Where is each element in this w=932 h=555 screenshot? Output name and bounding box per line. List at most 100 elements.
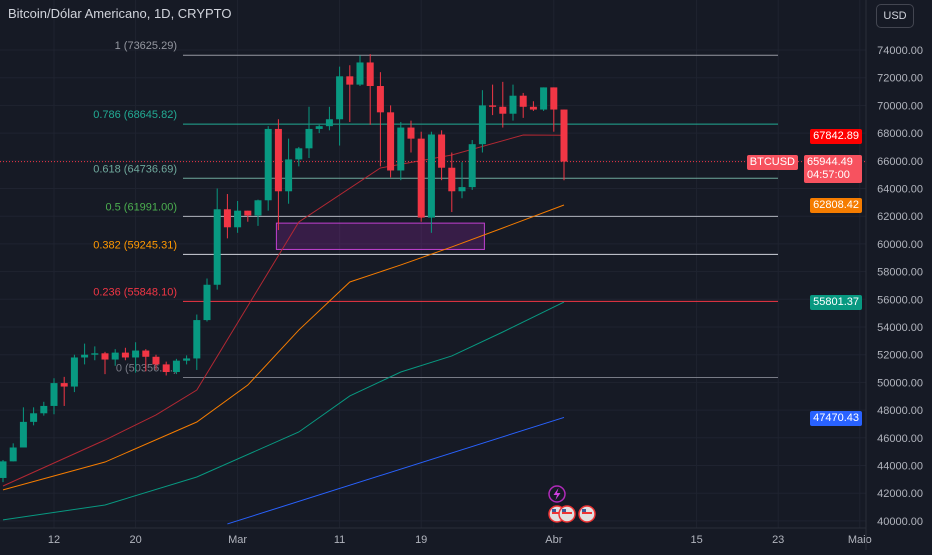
candle-body[interactable] (550, 87, 558, 110)
fib-level-label: 0.5 (61991.00) (105, 201, 177, 213)
time-axis-label: Abr (545, 534, 562, 546)
fib-level-label: 0.236 (55848.10) (93, 286, 177, 298)
candle-body[interactable] (234, 210, 242, 228)
candle-body[interactable] (193, 320, 201, 359)
fib-level-label: 0.382 (59245.31) (93, 239, 177, 251)
candle-body[interactable] (417, 138, 425, 218)
candle-body[interactable] (448, 167, 456, 192)
ma50-price-tag: 62808.42 (810, 198, 862, 213)
candle-body[interactable] (152, 356, 160, 365)
price-axis-label: 46000.00 (877, 433, 923, 445)
candle-body[interactable] (60, 383, 68, 387)
candle-body[interactable] (244, 210, 252, 216)
candle-body[interactable] (376, 86, 384, 113)
candle-body[interactable] (121, 352, 129, 358)
candle-body[interactable] (529, 106, 537, 110)
ma100-line (2, 301, 565, 521)
candle-body[interactable] (366, 62, 374, 87)
flag-canton-icon (552, 509, 556, 512)
price-axis-label: 42000.00 (877, 488, 923, 500)
price-axis-label: 66000.00 (877, 156, 923, 168)
price-axis-label: 72000.00 (877, 73, 923, 85)
time-axis-label: Mar (228, 534, 247, 546)
candle-body[interactable] (427, 134, 435, 218)
candle-body[interactable] (162, 364, 170, 373)
candle-body[interactable] (213, 209, 221, 285)
candle-body[interactable] (407, 127, 415, 139)
flag-canton-icon (582, 509, 586, 512)
candle-body[interactable] (40, 405, 48, 414)
candle-body[interactable] (101, 353, 109, 360)
symbol-tag: BTCUSD (746, 155, 798, 170)
ma200-price-tag: 47470.43 (810, 411, 862, 426)
candle-body[interactable] (264, 128, 272, 201)
candle-body[interactable] (315, 126, 323, 129)
candle-body[interactable] (468, 144, 476, 188)
candle-body[interactable] (356, 62, 364, 85)
candle-body[interactable] (478, 105, 486, 145)
candle-body[interactable] (9, 447, 17, 462)
price-axis-label: 60000.00 (877, 239, 923, 251)
candle-body[interactable] (274, 128, 282, 192)
candle-body[interactable] (295, 148, 303, 160)
highlight-rectangle[interactable] (275, 222, 485, 250)
candle-body[interactable] (519, 95, 527, 107)
candle-body[interactable] (0, 461, 7, 478)
lightning-glyph-icon (553, 488, 561, 500)
candle-body[interactable] (142, 350, 150, 357)
candle-body[interactable] (509, 95, 517, 114)
candle-body[interactable] (70, 357, 78, 387)
candle-body[interactable] (203, 284, 211, 321)
candle-body[interactable] (19, 421, 27, 448)
candle-body[interactable] (111, 352, 119, 360)
candle-body[interactable] (132, 350, 140, 358)
candle-body[interactable] (325, 119, 333, 127)
candle-body[interactable] (499, 106, 507, 114)
ma200-line (227, 416, 565, 525)
price-axis-label: 74000.00 (877, 45, 923, 57)
candle-body[interactable] (254, 200, 262, 216)
flag-canton-icon (562, 509, 566, 512)
candle-body[interactable] (81, 354, 89, 358)
price-axis-label: 52000.00 (877, 350, 923, 362)
candle-body[interactable] (540, 87, 548, 110)
flag-stripe-icon (552, 512, 562, 514)
price-axis-label: 54000.00 (877, 322, 923, 334)
candle-body[interactable] (489, 105, 497, 107)
candle-body[interactable] (346, 76, 354, 85)
candle-body[interactable] (172, 360, 180, 373)
ma20-price-tag: 67842.89 (810, 129, 862, 144)
price-axis-label: 68000.00 (877, 128, 923, 140)
ma20-line (2, 134, 565, 487)
currency-button[interactable]: USD (876, 4, 914, 28)
price-axis-label: 62000.00 (877, 211, 923, 223)
candle-body[interactable] (336, 76, 344, 120)
last-price-tag: 65944.49 04:57:00 (804, 155, 862, 183)
time-axis-label: 20 (129, 534, 141, 546)
ma100-price-tag: 55801.37 (810, 295, 862, 310)
time-axis-label: 11 (334, 534, 345, 546)
time-axis-label: 23 (772, 534, 784, 546)
fib-level-label: 1 (73625.29) (115, 40, 177, 52)
time-axis-label: 19 (415, 534, 427, 546)
candle-body[interactable] (458, 187, 466, 192)
flag-stripe-icon (582, 512, 592, 514)
candle-body[interactable] (223, 209, 231, 228)
time-axis-label: 12 (48, 534, 60, 546)
candle-body[interactable] (305, 128, 313, 149)
candle-body[interactable] (438, 134, 446, 168)
candle-body[interactable] (30, 413, 38, 422)
candle-body[interactable] (397, 127, 405, 171)
flag-stripe-icon (562, 512, 572, 514)
price-axis-label: 48000.00 (877, 405, 923, 417)
bar-countdown: 04:57:00 (807, 169, 850, 181)
candle-body[interactable] (50, 383, 58, 406)
candle-body[interactable] (285, 159, 293, 192)
candle-body[interactable] (183, 358, 191, 361)
candle-body[interactable] (560, 109, 568, 162)
candle-body[interactable] (91, 353, 99, 355)
candle-body[interactable] (387, 112, 395, 171)
symbol-title: Bitcoin/Dólar Americano, 1D, CRYPTO (8, 6, 232, 21)
